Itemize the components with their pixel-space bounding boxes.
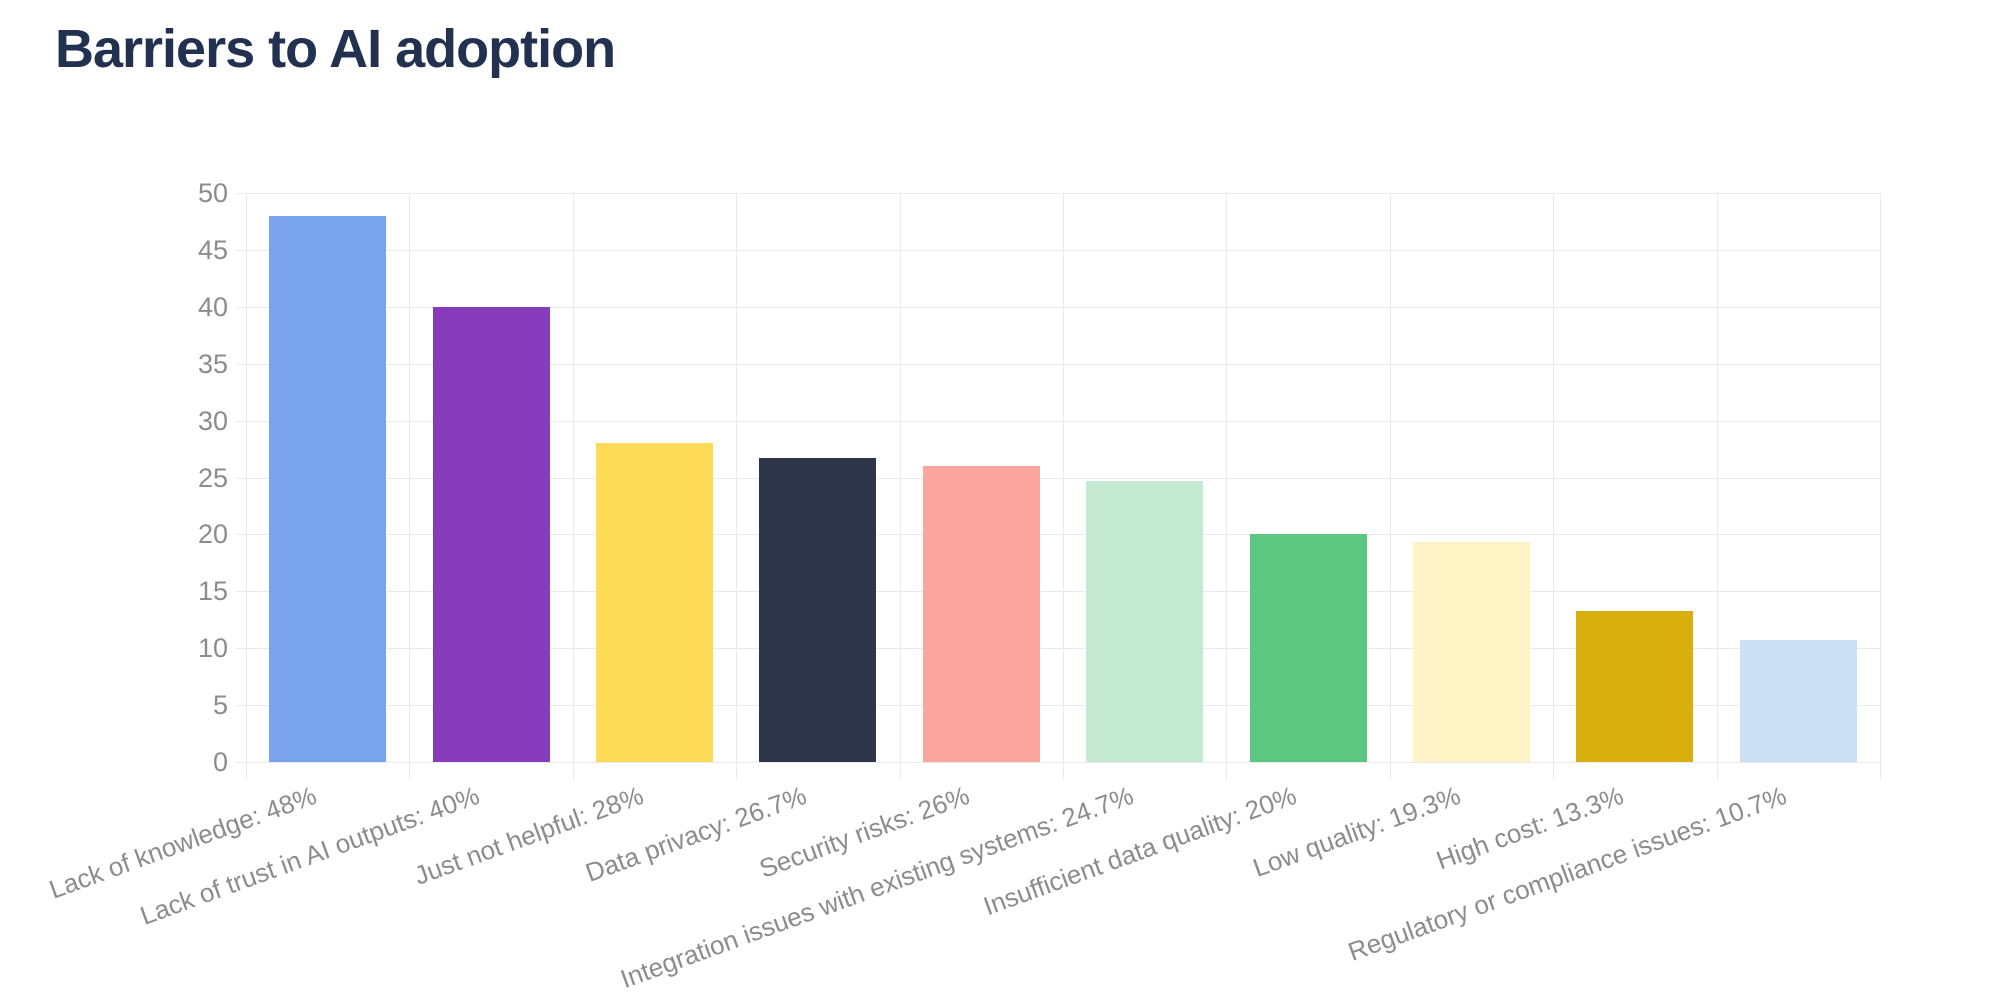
y-tick-label: 10 [197, 633, 228, 664]
bar-10 [1739, 640, 1857, 762]
y-tick-label: 45 [197, 234, 228, 265]
y-gridline [236, 193, 1880, 194]
y-gridline [236, 705, 1880, 707]
bar-9 [1576, 610, 1694, 762]
x-gridline [409, 193, 411, 780]
bar-1 [269, 215, 387, 762]
x-gridline [1389, 193, 1391, 780]
bar-8 [1413, 542, 1530, 762]
y-tick-label: 30 [197, 405, 228, 436]
y-tick-label: 15 [197, 576, 228, 607]
y-tick-label: 40 [197, 291, 228, 322]
y-gridline [236, 306, 1880, 308]
y-gridline [236, 249, 1880, 251]
x-gridline [736, 193, 738, 780]
x-gridline [572, 193, 574, 780]
x-gridline [246, 193, 247, 780]
y-tick-label: 25 [197, 462, 228, 493]
bar-7 [1249, 534, 1367, 762]
x-gridline [1553, 193, 1555, 780]
chart-title: Barriers to AI adoption [55, 19, 616, 79]
x-gridline [899, 193, 901, 780]
bar-2 [432, 306, 550, 762]
y-gridline [236, 477, 1880, 479]
x-gridline [1716, 193, 1718, 780]
y-gridline [236, 363, 1880, 365]
y-gridline [236, 534, 1880, 536]
bar-5 [922, 466, 1040, 762]
y-tick-label: 0 [212, 747, 228, 777]
y-gridline [236, 762, 1880, 763]
y-gridline [236, 420, 1880, 422]
bar-6 [1086, 480, 1204, 762]
x-gridline [1880, 193, 1881, 780]
y-gridline [236, 648, 1880, 650]
y-tick-label: 35 [197, 348, 228, 379]
bar-3 [596, 443, 713, 762]
x-gridline [1226, 193, 1228, 780]
bar-4 [759, 458, 877, 762]
y-gridline [236, 591, 1880, 593]
y-tick-label: 50 [197, 178, 228, 208]
y-tick-label: 5 [212, 690, 228, 721]
y-tick-label: 20 [197, 519, 228, 550]
x-gridline [1063, 193, 1064, 780]
